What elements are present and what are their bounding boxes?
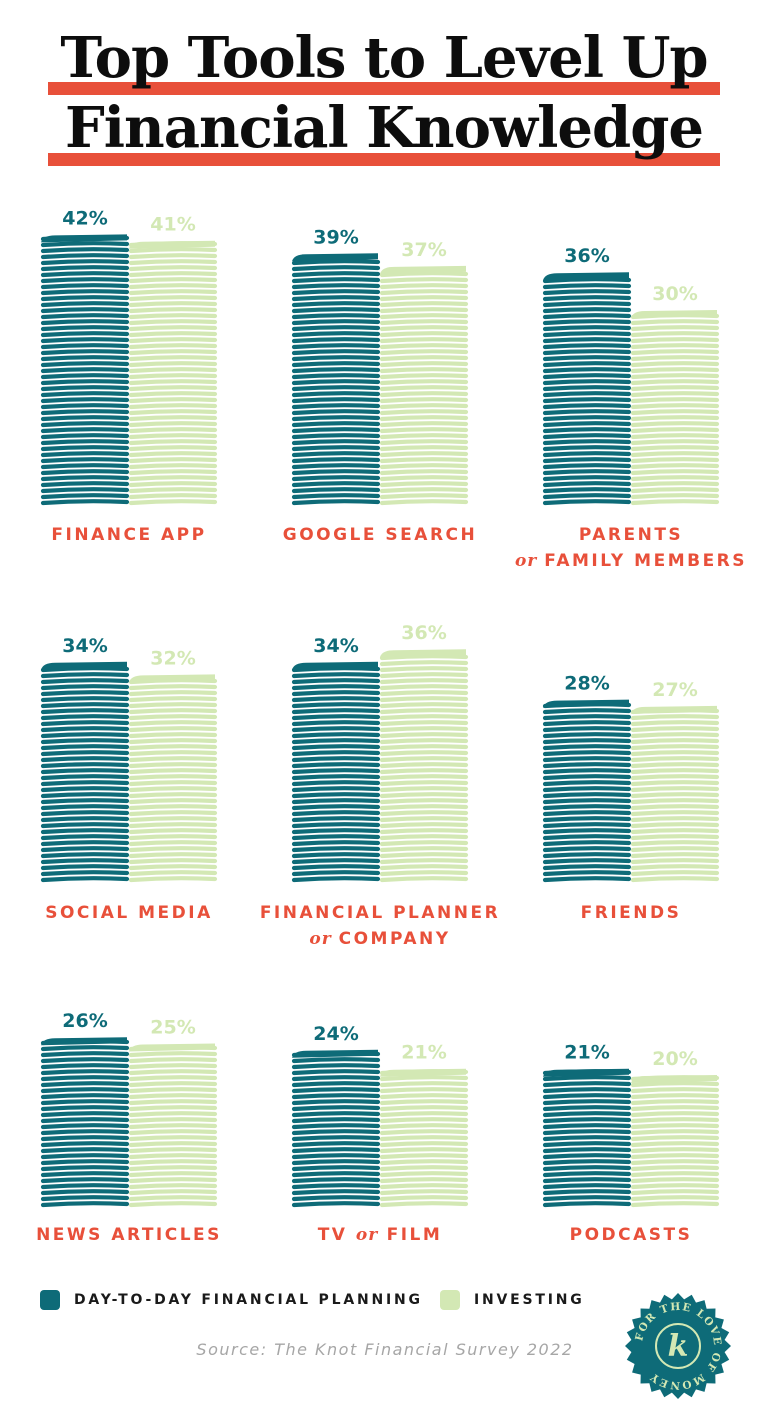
bar-day-to-day-friends	[542, 699, 632, 883]
source-note: Source: The Knot Financial Survey 2022	[196, 1340, 574, 1359]
category-group-financial-planner-or-company: 34% 36%	[291, 622, 469, 883]
bar-investing-social-media	[128, 674, 218, 883]
category-group-google-search: 39% 37%	[291, 226, 469, 506]
bar-investing-podcasts	[630, 1075, 720, 1208]
for-the-love-of-money-badge: FOR THE LOVE OF MONEY k	[625, 1293, 731, 1399]
category-group-friends: 28% 27%	[542, 673, 720, 883]
category-group-tv-or-film: 24% 21%	[291, 1023, 469, 1208]
category-label-conj: or	[355, 1225, 379, 1245]
category-label-line-2: or COMPANY	[309, 929, 451, 949]
title-block: Top Tools to Level Up Financial Knowledg…	[0, 0, 768, 180]
bar-investing-news-articles	[128, 1043, 218, 1208]
category-group-parents-or-family-members: 36% 30%	[542, 245, 720, 506]
category-label-conj: or	[309, 929, 339, 949]
category-label-finance-app: FINANCE APP	[0, 522, 259, 548]
value-label-day-to-day-podcasts: 21%	[564, 1042, 609, 1064]
value-label-investing-parents-or-family-members: 30%	[652, 283, 697, 305]
value-label-investing-podcasts: 20%	[652, 1048, 697, 1070]
legend-swatch-investing	[440, 1290, 460, 1310]
value-label-investing-tv-or-film: 21%	[401, 1042, 446, 1064]
legend-item-day-to-day: DAY-TO-DAY FINANCIAL PLANNING	[40, 1290, 423, 1310]
bar-day-to-day-news-articles	[40, 1037, 130, 1208]
value-label-day-to-day-google-search: 39%	[313, 226, 358, 248]
category-label-parents-or-family-members: PARENTS or FAMILY MEMBERS	[501, 522, 761, 574]
value-label-day-to-day-finance-app: 42%	[62, 207, 107, 229]
badge-letter: k	[668, 1329, 689, 1364]
value-label-investing-friends: 27%	[652, 679, 697, 701]
category-label-line-1: PODCASTS	[569, 1225, 693, 1245]
bar-day-to-day-parents-or-family-members	[542, 272, 632, 506]
value-label-day-to-day-news-articles: 26%	[62, 1010, 107, 1032]
legend-swatch-day-to-day	[40, 1290, 60, 1310]
category-label-line-1: PARENTS	[578, 525, 684, 545]
bar-chart: 42% 41%39%37% 36%30%34%32%34%36%28% 27%26% 2…	[40, 207, 720, 1208]
value-label-day-to-day-tv-or-film: 24%	[313, 1023, 358, 1045]
category-label-line-1: NEWS ARTICLES	[36, 1225, 222, 1245]
bar-day-to-day-google-search	[291, 253, 381, 506]
value-label-investing-social-media: 32%	[150, 647, 195, 669]
title-line-2: Financial Knowledge	[65, 95, 704, 161]
value-label-day-to-day-financial-planner-or-company: 34%	[313, 635, 358, 657]
bar-day-to-day-tv-or-film	[291, 1049, 381, 1208]
bar-day-to-day-social-media	[40, 661, 130, 883]
bar-day-to-day-finance-app	[40, 234, 130, 506]
bar-investing-finance-app	[128, 240, 218, 506]
bar-investing-friends	[630, 705, 720, 883]
value-label-investing-news-articles: 25%	[150, 1017, 195, 1039]
category-label-line-1: SOCIAL MEDIA	[45, 903, 213, 923]
bar-investing-google-search	[379, 265, 469, 506]
category-label-part: TV	[317, 1225, 356, 1245]
category-group-podcasts: 21% 20%	[542, 1042, 720, 1208]
title-underline-1	[48, 82, 720, 95]
category-label-part: FILM	[378, 1225, 443, 1245]
category-group-news-articles: 26% 25%	[40, 1010, 218, 1208]
category-group-social-media: 34% 32%	[40, 635, 218, 883]
badge-inner-ring	[655, 1323, 701, 1369]
value-label-day-to-day-social-media: 34%	[62, 635, 107, 657]
value-label-investing-google-search: 37%	[401, 239, 446, 261]
value-label-day-to-day-parents-or-family-members: 36%	[564, 245, 609, 267]
title-line-1: Top Tools to Level Up	[60, 25, 708, 91]
category-label-conj: or	[514, 551, 545, 571]
category-label-line-1: FINANCE APP	[51, 525, 207, 545]
category-label-financial-planner-or-company: FINANCIAL PLANNER or COMPANY	[250, 900, 510, 952]
bar-investing-financial-planner-or-company	[379, 649, 469, 883]
category-label-friends: FRIENDS	[501, 900, 761, 926]
title-underline-2	[48, 153, 720, 166]
category-label-podcasts: PODCASTS	[501, 1222, 761, 1248]
bar-investing-tv-or-film	[379, 1068, 469, 1208]
category-label-line-2: or FAMILY MEMBERS	[514, 551, 748, 571]
bar-day-to-day-podcasts	[542, 1068, 632, 1208]
legend-label-day-to-day: DAY-TO-DAY FINANCIAL PLANNING	[74, 1292, 423, 1308]
category-label-tv-or-film: TV or FILM	[250, 1222, 510, 1248]
legend-item-investing: INVESTING	[440, 1290, 585, 1310]
legend-label-investing: INVESTING	[474, 1292, 585, 1308]
category-label-google-search: GOOGLE SEARCH	[250, 522, 510, 548]
bar-investing-parents-or-family-members	[630, 310, 720, 506]
category-label-line-1: GOOGLE SEARCH	[282, 525, 478, 545]
category-label-line-1: FRIENDS	[580, 903, 682, 923]
category-label-news-articles: NEWS ARTICLES	[0, 1222, 259, 1248]
category-label-social-media: SOCIAL MEDIA	[0, 900, 259, 926]
value-label-investing-financial-planner-or-company: 36%	[401, 622, 446, 644]
value-label-investing-finance-app: 41%	[150, 214, 195, 236]
category-label-line-1: FINANCIAL PLANNER	[259, 903, 501, 923]
category-group-finance-app: 42% 41%	[40, 207, 218, 506]
bars-layer: 42% 41%39%37% 36%30%34%32%34%36%28% 27%26% 2…	[40, 207, 720, 1208]
value-label-day-to-day-friends: 28%	[564, 673, 609, 695]
bar-day-to-day-financial-planner-or-company	[291, 661, 381, 883]
